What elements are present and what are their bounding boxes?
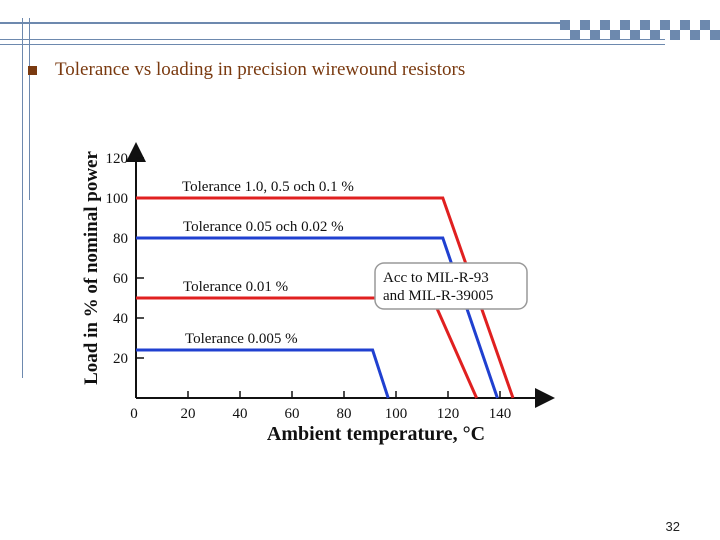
x-tick-label: 120 bbox=[437, 406, 460, 422]
slide-title-text: Tolerance vs loading in precision wirewo… bbox=[55, 59, 466, 80]
annotation-text: and MIL-R-39005 bbox=[383, 288, 493, 304]
annotation-box bbox=[374, 262, 528, 310]
x-tick-label: 60 bbox=[285, 406, 300, 422]
x-tick-label: 0 bbox=[130, 406, 138, 422]
header-line-mid bbox=[0, 39, 665, 40]
y-axis-label: Load in % of nominal power bbox=[81, 151, 102, 385]
vertical-line-left-2 bbox=[29, 18, 30, 200]
y-tick-label: 60 bbox=[113, 271, 128, 287]
y-tick-label: 80 bbox=[113, 231, 128, 247]
x-axis-label: Ambient temperature, °C bbox=[267, 423, 485, 445]
vertical-line-left bbox=[22, 18, 23, 378]
series-label: Tolerance 0.005 % bbox=[185, 331, 298, 347]
x-tick-label: 100 bbox=[385, 406, 408, 422]
y-tick-label: 120 bbox=[106, 151, 129, 167]
page-number: 32 bbox=[665, 519, 680, 534]
slide-title: Tolerance vs loading in precision wirewo… bbox=[28, 58, 465, 82]
square-bullet-icon bbox=[28, 65, 37, 75]
series-label: Tolerance 1.0, 0.5 och 0.1 % bbox=[182, 179, 354, 195]
header-line-bottom bbox=[0, 44, 665, 45]
series-line bbox=[136, 236, 499, 399]
series-line bbox=[136, 296, 478, 399]
y-tick-label: 20 bbox=[113, 351, 128, 367]
x-tick-label: 80 bbox=[337, 406, 352, 422]
series-label: Tolerance 0.01 % bbox=[183, 279, 288, 295]
x-tick-label: 140 bbox=[489, 406, 512, 422]
header-line-top bbox=[0, 22, 560, 24]
y-tick-label: 40 bbox=[113, 311, 128, 327]
x-tick-label: 40 bbox=[233, 406, 248, 422]
series-line bbox=[136, 348, 390, 399]
annotation-text: Acc to MIL-R-93 bbox=[383, 270, 489, 286]
series-label: Tolerance 0.05 och 0.02 % bbox=[183, 219, 344, 235]
series-line bbox=[136, 196, 515, 399]
x-tick-label: 20 bbox=[181, 406, 196, 422]
y-tick-label: 100 bbox=[106, 191, 129, 207]
